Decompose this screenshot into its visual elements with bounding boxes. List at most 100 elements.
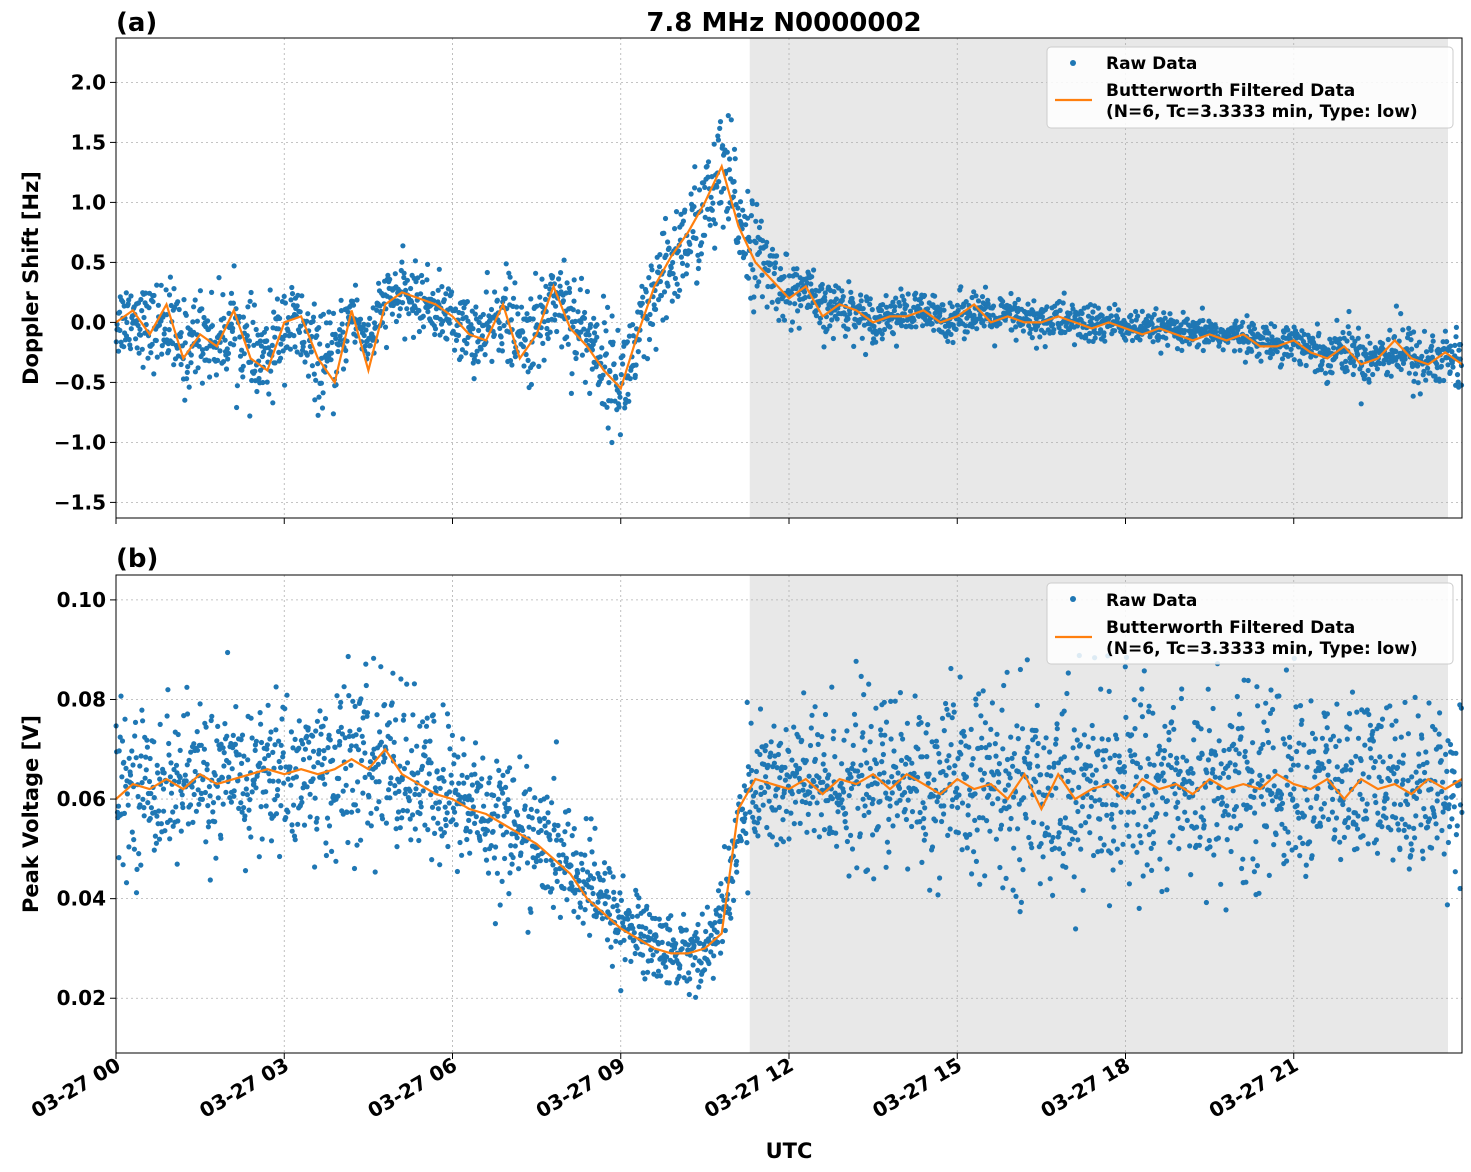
raw-data-point (1063, 864, 1069, 870)
raw-data-point (900, 736, 906, 742)
raw-data-point (866, 794, 872, 801)
raw-data-point (272, 360, 278, 366)
raw-data-point (1055, 760, 1062, 766)
raw-data-point (636, 337, 642, 343)
raw-data-point (1286, 734, 1293, 741)
raw-data-point (334, 693, 340, 699)
raw-data-point (532, 795, 538, 801)
raw-data-point (717, 913, 723, 919)
raw-data-point (698, 978, 704, 984)
raw-data-point (762, 789, 768, 796)
raw-data-point (498, 786, 505, 792)
raw-data-point (239, 760, 245, 767)
raw-data-point (162, 326, 168, 332)
raw-data-point (469, 782, 475, 788)
raw-data-point (206, 784, 212, 790)
raw-data-point (1167, 839, 1173, 845)
raw-data-point (525, 357, 531, 363)
raw-data-point (341, 684, 347, 690)
raw-data-point (1453, 334, 1459, 340)
raw-data-point (954, 302, 961, 308)
raw-data-point (362, 774, 368, 781)
raw-data-point (595, 899, 601, 905)
raw-data-point (301, 822, 308, 828)
raw-data-point (285, 315, 292, 321)
raw-data-point (228, 290, 235, 296)
raw-data-point (154, 354, 160, 360)
raw-data-point (1120, 841, 1126, 847)
raw-data-point (510, 295, 517, 301)
raw-data-point (1215, 795, 1221, 802)
raw-data-point (1294, 748, 1300, 755)
raw-data-point (704, 163, 710, 169)
y-tick-label: −0.5 (54, 370, 106, 394)
raw-data-point (1140, 873, 1146, 879)
raw-data-point (1254, 684, 1260, 690)
raw-data-point (191, 304, 197, 310)
raw-data-point (432, 830, 438, 837)
raw-data-point (982, 720, 989, 726)
raw-data-point (1053, 785, 1059, 791)
raw-data-point (890, 299, 896, 305)
raw-data-point (1233, 804, 1239, 810)
raw-data-point (552, 317, 558, 323)
raw-data-point (243, 786, 249, 792)
raw-data-point (880, 751, 887, 758)
raw-data-point (123, 765, 129, 772)
raw-data-point (349, 809, 355, 815)
raw-data-point (935, 794, 941, 800)
y-tick-label: −1.5 (54, 490, 106, 514)
raw-data-point (773, 793, 779, 799)
raw-data-point (765, 267, 771, 274)
raw-data-point (1097, 816, 1103, 822)
raw-data-point (491, 792, 497, 799)
raw-data-point (1274, 349, 1280, 355)
raw-data-point (1233, 747, 1239, 753)
raw-data-point (1130, 843, 1136, 849)
raw-data-point (1044, 825, 1050, 831)
raw-data-point (1041, 330, 1047, 336)
raw-data-point (1213, 329, 1219, 335)
raw-data-point (1198, 726, 1204, 732)
raw-data-point (1290, 762, 1297, 768)
raw-data-point (402, 791, 408, 797)
raw-data-point (337, 738, 343, 745)
raw-data-point (1249, 348, 1255, 354)
raw-data-point (1168, 764, 1174, 771)
raw-data-point (598, 889, 604, 895)
raw-data-point (396, 313, 402, 319)
raw-data-point (850, 742, 856, 749)
raw-data-point (239, 347, 245, 353)
raw-data-point (204, 767, 210, 773)
raw-data-point (743, 830, 749, 837)
raw-data-point (977, 881, 983, 887)
raw-data-point (730, 194, 737, 200)
raw-data-point (1047, 749, 1053, 755)
raw-data-point (724, 149, 730, 155)
raw-data-point (1176, 846, 1182, 852)
raw-data-point (1154, 811, 1160, 817)
raw-data-point (885, 779, 891, 785)
raw-data-point (1072, 829, 1078, 836)
raw-data-point (259, 353, 265, 360)
raw-data-point (557, 283, 563, 289)
raw-data-point (1050, 322, 1056, 328)
raw-data-point (282, 300, 288, 306)
raw-data-point (1425, 365, 1431, 371)
raw-data-point (205, 824, 211, 830)
raw-data-point (819, 734, 825, 740)
raw-data-point (212, 819, 218, 825)
raw-data-point (367, 342, 373, 349)
raw-data-point (604, 404, 610, 410)
raw-data-point (173, 762, 180, 768)
raw-data-point (781, 317, 788, 323)
raw-data-point (387, 795, 393, 801)
raw-data-point (431, 718, 437, 724)
raw-data-point (672, 226, 678, 232)
raw-data-point (752, 275, 758, 281)
raw-data-point (1260, 335, 1266, 341)
raw-data-point (362, 343, 368, 349)
raw-data-point (718, 950, 724, 956)
raw-data-point (145, 800, 151, 806)
raw-data-point (920, 323, 926, 329)
